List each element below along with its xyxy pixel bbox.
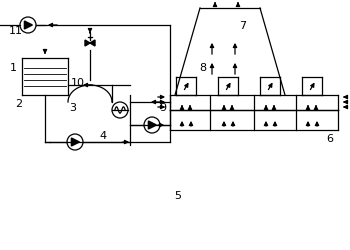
Polygon shape: [71, 138, 79, 146]
Text: 1: 1: [9, 63, 16, 73]
Text: 4: 4: [99, 130, 106, 140]
Text: 11: 11: [9, 26, 23, 36]
Text: 8: 8: [199, 63, 206, 73]
Text: 3: 3: [70, 102, 77, 113]
Text: 10: 10: [71, 78, 85, 88]
Text: 2: 2: [15, 98, 22, 108]
Text: 5: 5: [175, 190, 182, 200]
Polygon shape: [148, 122, 156, 130]
Text: 7: 7: [239, 21, 246, 31]
Polygon shape: [25, 22, 33, 30]
Text: 9: 9: [160, 102, 167, 113]
Text: 6: 6: [327, 134, 334, 143]
Polygon shape: [85, 41, 90, 47]
Polygon shape: [90, 41, 95, 47]
